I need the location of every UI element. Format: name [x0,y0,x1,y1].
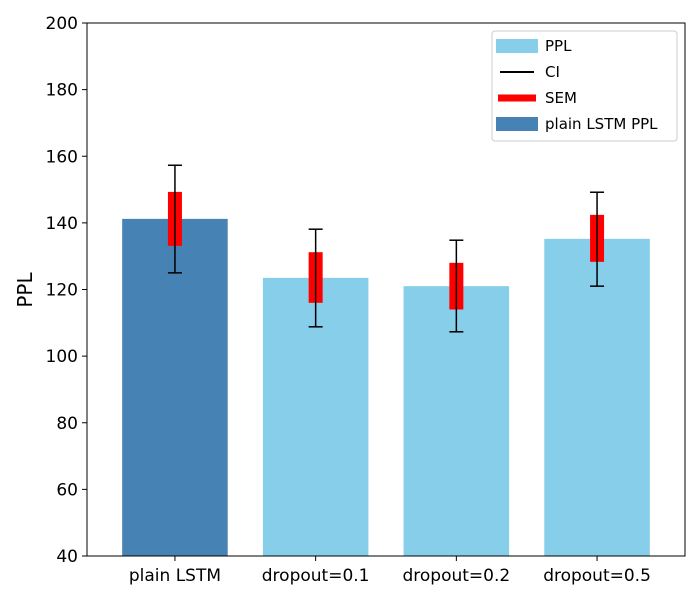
bar-0 [122,218,228,556]
y-tick-label-6: 160 [46,147,78,167]
y-tick-label-8: 200 [46,14,78,34]
y-tick-label-2: 80 [56,414,78,434]
x-tick-label-3: dropout=0.5 [543,566,651,586]
y-tick-label-3: 100 [46,347,78,367]
x-tick-label-1: dropout=0.1 [262,566,370,586]
plot-frame [86,22,686,557]
legend-label-0: PPL [545,37,572,55]
x-tick-label-0: plain LSTM [129,566,221,586]
y-tick-label-7: 180 [46,81,78,101]
legend-label-2: SEM [545,89,577,107]
legend-frame [491,30,678,142]
bars-group [122,218,650,557]
y-tick-label-4: 120 [46,281,78,301]
bar-3 [544,238,650,557]
legend-label-3: plain LSTM PPL [545,115,658,133]
legend-swatch-0 [496,39,538,53]
x-axis-ticks: plain LSTM dropout=0.1 dropout=0.2 dropout=… [129,556,651,586]
error-bars-group [167,164,605,333]
x-tick-label-2: dropout=0.2 [402,566,510,586]
legend-label-1: CI [545,63,560,81]
legend: PPL CI SEM plain LSTM PPL [491,30,678,142]
y-axis-ticks: 40 60 80 100 120 140 160 180 200 [46,14,87,567]
y-tick-label-0: 40 [56,547,78,567]
y-tick-label-1: 60 [56,480,78,500]
legend-swatch-3 [496,117,538,131]
y-axis-label: PPL [13,272,37,308]
y-tick-label-5: 140 [46,214,78,234]
